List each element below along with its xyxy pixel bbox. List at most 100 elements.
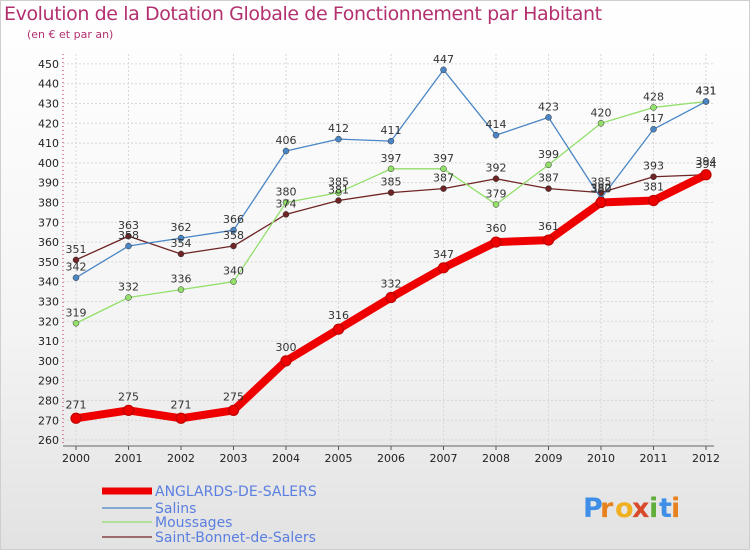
data-label: 374 [276,197,297,210]
data-point [282,211,290,218]
data-label: 420 [591,106,612,119]
y-tick-label: 450 [38,58,59,71]
data-label: 271 [171,398,192,411]
data-point [650,125,657,133]
y-tick-label: 380 [38,196,59,209]
data-point [387,165,395,173]
x-tick-label: 2010 [587,452,615,465]
data-point [227,404,240,416]
y-tick-label: 410 [38,137,59,150]
x-tick-labels: 2000 2001 2002 2003 2004 2005 2006 2007 2008 2009… [62,452,720,465]
data-label: 382 [591,182,612,195]
data-label: 423 [538,100,559,113]
legend-label: Moussages [155,515,232,531]
data-point [122,404,135,416]
data-point [177,286,185,293]
data-point [282,199,290,206]
data-point [72,320,80,327]
legend-label: Salins [155,501,196,517]
proxiti-logo: Pr ox i t i [583,493,680,524]
data-point [385,291,397,304]
x-tick-label: 2003 [220,452,248,465]
data-point [492,175,500,182]
data-label: 360 [486,222,507,235]
data-label: 414 [486,118,507,131]
data-point [490,236,502,248]
x-tick-label: 2009 [535,452,563,465]
data-point [545,114,552,121]
data-label: 431 [696,85,717,98]
data-label: 417 [643,112,664,125]
y-tick-label: 400 [38,157,59,170]
y-tick-label: 350 [38,256,59,269]
data-point [175,412,187,424]
data-label: 300 [276,341,297,354]
data-label: 428 [643,90,664,103]
data-point [702,98,710,105]
data-point [177,234,185,242]
data-label: 397 [381,152,402,165]
data-label: 381 [328,184,349,197]
y-tick-label: 260 [38,434,59,447]
data-label: 406 [276,134,297,147]
x-tick-label: 2005 [325,452,353,465]
y-tick-label: 320 [38,315,59,328]
y-tick-label: 370 [38,216,59,229]
data-point [437,262,450,274]
legend-label: Saint-Bonnet-de-Salers [155,530,316,546]
data-label: 358 [118,229,139,242]
y-tick-labels: 260 270 280 290 300 310 320 330 340 350 360 370 380 3… [38,58,59,447]
data-point [335,189,342,196]
x-tick-label: 2006 [377,452,405,465]
data-point [387,189,395,196]
data-point [650,173,657,180]
y-tick-label: 280 [38,394,59,407]
data-point [177,250,185,258]
data-point [440,185,447,192]
data-point [280,355,292,367]
data-point [545,185,552,192]
data-label: 366 [223,213,244,226]
logo-letter: t [659,493,672,524]
data-point [542,234,555,246]
data-label: 394 [696,155,717,168]
data-point [125,294,132,301]
y-tick-label: 330 [38,295,59,308]
data-point [125,232,132,240]
x-tick-label: 2000 [62,452,90,465]
chart-subtitle: (en € et par an) [27,28,114,41]
y-tick-label: 430 [38,97,59,110]
data-label: 361 [538,220,559,233]
chart-title: Evolution de la Dotation Globale de Fonc… [4,3,602,25]
data-label: 385 [328,176,349,189]
data-point [72,274,80,281]
data-point [440,66,447,74]
y-tick-label: 290 [38,375,59,388]
data-label: 275 [223,390,244,403]
data-label: 397 [433,152,454,165]
data-point [70,412,82,424]
data-point [650,104,657,111]
data-point [647,194,660,207]
data-labels-layer: 271 275 271 275 300 316 332 347 360 361 380 381 394 3… [66,53,717,411]
data-label: 275 [118,390,139,403]
y-tick-label: 270 [38,414,59,427]
series-layer [70,66,712,424]
data-point [282,147,290,155]
y-tick-label: 440 [38,78,59,91]
data-point [335,135,342,143]
data-label: 342 [66,261,87,274]
data-point [230,242,237,250]
data-label: 363 [118,219,139,232]
data-label: 447 [433,53,454,66]
logo-letter: o [615,493,634,524]
y-tick-label: 310 [38,335,59,348]
data-point [492,131,500,139]
legend: ANGLARDS-DE-SALERSSalinsMoussagesSaint-B… [102,484,317,546]
data-point [335,197,342,204]
data-label: 379 [486,187,507,200]
data-point [125,242,132,250]
data-point [597,120,605,127]
axes [62,54,714,450]
data-label: 332 [118,281,139,294]
